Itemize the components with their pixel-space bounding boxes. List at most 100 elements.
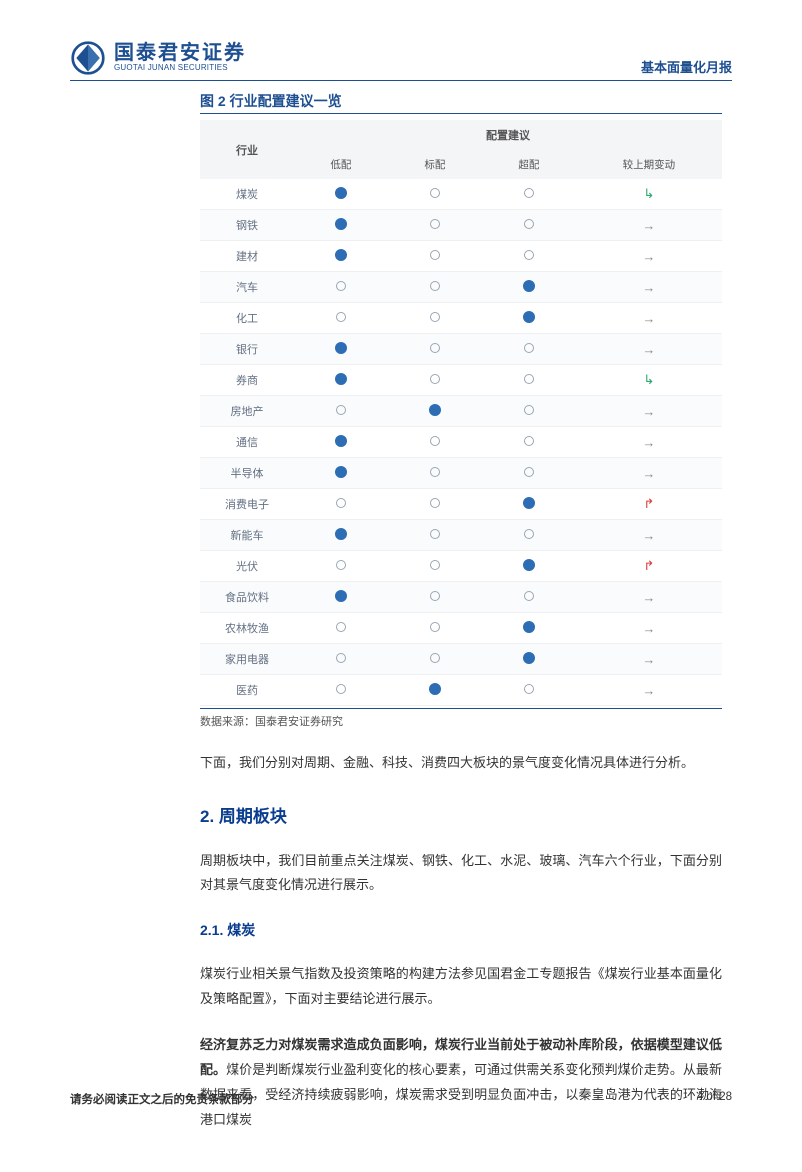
dot-empty-icon [430,560,440,570]
cell-low [294,210,388,241]
dot-filled-icon [523,559,535,571]
table-row: 家用电器 → [200,644,722,675]
cell-std [388,396,482,427]
section-2-heading: 2. 周期板块 [200,802,722,827]
col-std: 标配 [388,150,482,179]
cell-high [482,210,576,241]
cell-low [294,241,388,272]
dot-filled-icon [335,373,347,385]
cell-std [388,489,482,520]
dot-empty-icon [430,529,440,539]
table-row: 食品饮料→ [200,582,722,613]
dot-filled-icon [429,683,441,695]
cell-change: → [576,303,722,334]
cell-low [294,458,388,489]
table-row: 化工→ [200,303,722,334]
dot-filled-icon [335,218,347,230]
cell-high [482,179,576,210]
section-2-paragraph: 周期板块中，我们目前重点关注煤炭、钢铁、化工、水泥、玻璃、汽车六个行业，下面分别… [200,849,722,898]
dot-empty-icon [430,374,440,384]
dot-empty-icon [524,374,534,384]
cell-std [388,520,482,551]
cell-high [482,613,576,644]
row-label: 汽车 [200,272,294,303]
cell-std [388,675,482,706]
dot-empty-icon [430,343,440,353]
cell-change: → [576,396,722,427]
col-group: 配置建议 [294,120,722,150]
page-footer: 请务必阅读正文之后的免责条款部分 4 of 28 [70,1091,732,1107]
dot-empty-icon [430,312,440,322]
cell-std [388,179,482,210]
cell-change: → [576,334,722,365]
dot-filled-icon [523,497,535,509]
cell-low [294,675,388,706]
table-row: 医药→ [200,675,722,706]
col-change: 较上期变动 [576,150,722,179]
cell-low [294,396,388,427]
dot-empty-icon [524,405,534,415]
cell-high [482,675,576,706]
arrow-flat-icon: → [642,652,655,667]
section-2-1-heading: 2.1. 煤炭 [200,920,722,940]
logo-text-en: GUOTAI JUNAN SECURITIES [114,63,246,73]
cell-change: → [576,520,722,551]
arrow-flat-icon: → [642,590,655,605]
dot-empty-icon [336,405,346,415]
cell-high [482,582,576,613]
dot-empty-icon [524,436,534,446]
arrow-flat-icon: → [642,249,655,264]
cell-low [294,613,388,644]
dot-empty-icon [430,188,440,198]
dot-empty-icon [336,684,346,694]
company-logo-icon [70,40,106,76]
row-label: 光伏 [200,551,294,582]
table-row: 半导体→ [200,458,722,489]
cell-high [482,427,576,458]
cell-std [388,334,482,365]
logo-block: 国泰君安证券 GUOTAI JUNAN SECURITIES [70,40,246,76]
cell-low [294,520,388,551]
row-label: 家用电器 [200,644,294,675]
cell-change: ↳ [576,365,722,396]
dot-empty-icon [524,250,534,260]
cell-high [482,396,576,427]
row-label: 半导体 [200,458,294,489]
table-row: 消费电子↱ [200,489,722,520]
dot-empty-icon [336,498,346,508]
arrow-up-icon: ↱ [643,558,654,573]
cell-high [482,272,576,303]
table-row: 钢铁→ [200,210,722,241]
table-row: 光伏 ↱ [200,551,722,582]
cell-high [482,520,576,551]
cell-low [294,365,388,396]
dot-filled-icon [523,311,535,323]
cell-low [294,303,388,334]
cell-change: → [576,427,722,458]
dot-empty-icon [524,529,534,539]
cell-high [482,644,576,675]
row-label: 农林牧渔 [200,613,294,644]
dot-empty-icon [524,591,534,601]
dot-empty-icon [430,436,440,446]
cell-std [388,644,482,675]
cell-low [294,334,388,365]
table-row: 汽车→ [200,272,722,303]
cell-high [482,365,576,396]
cell-std [388,303,482,334]
page-header: 国泰君安证券 GUOTAI JUNAN SECURITIES 基本面量化月报 [70,40,732,81]
cell-high [482,303,576,334]
col-industry: 行业 [200,120,294,179]
dot-filled-icon [335,528,347,540]
cell-std [388,613,482,644]
dot-empty-icon [524,684,534,694]
page-number: 4 of 28 [697,1091,732,1107]
intro-paragraph: 下面，我们分别对周期、金融、科技、消费四大板块的景气度变化情况具体进行分析。 [200,751,722,776]
cell-high [482,551,576,582]
allocation-table: 行业 配置建议 低配 标配 超配 较上期变动 煤炭↳钢铁→建材→汽车→化工→银行… [200,120,722,706]
arrow-flat-icon: → [642,311,655,326]
table-row: 银行→ [200,334,722,365]
table-row: 建材→ [200,241,722,272]
arrow-flat-icon: → [642,342,655,357]
cell-std [388,582,482,613]
